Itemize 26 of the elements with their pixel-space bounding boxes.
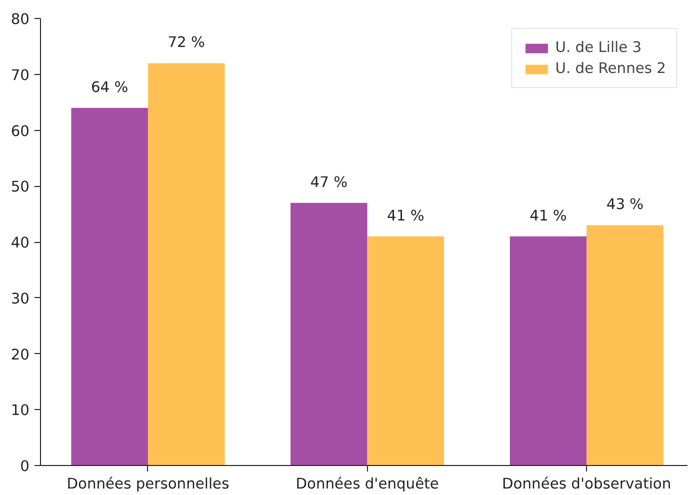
y-tick-label: 80	[10, 11, 30, 28]
bar	[71, 108, 148, 466]
x-tick-label: Données personnelles	[66, 476, 230, 492]
y-tick-label: 20	[10, 346, 30, 364]
bar	[148, 63, 225, 466]
bar	[510, 236, 587, 466]
data-label: 64 %	[90, 78, 128, 96]
data-label: 41 %	[387, 207, 424, 224]
y-tick-label: 30	[10, 290, 30, 308]
data-label: 41 %	[530, 207, 567, 224]
y-tick-label: 50	[10, 178, 30, 196]
bar	[586, 225, 664, 466]
y-tick-label: 0	[20, 458, 30, 475]
y-tick-label: 10	[10, 402, 30, 420]
legend-label: U. de Lille 3	[555, 39, 642, 56]
y-tick-label: 70	[10, 66, 30, 84]
y-tick-label: 40	[10, 234, 30, 252]
y-tick-label: 60	[10, 122, 30, 140]
data-label: 72 %	[168, 34, 206, 52]
bar	[290, 202, 368, 466]
legend-label: U. de Rennes 2	[555, 60, 666, 77]
data-label: 43 %	[606, 196, 644, 214]
x-tick-label: Données d'enquête	[296, 476, 439, 492]
x-tick-label: Données d'observation	[502, 476, 672, 492]
data-label: 47 %	[310, 174, 348, 191]
bar	[367, 236, 444, 466]
